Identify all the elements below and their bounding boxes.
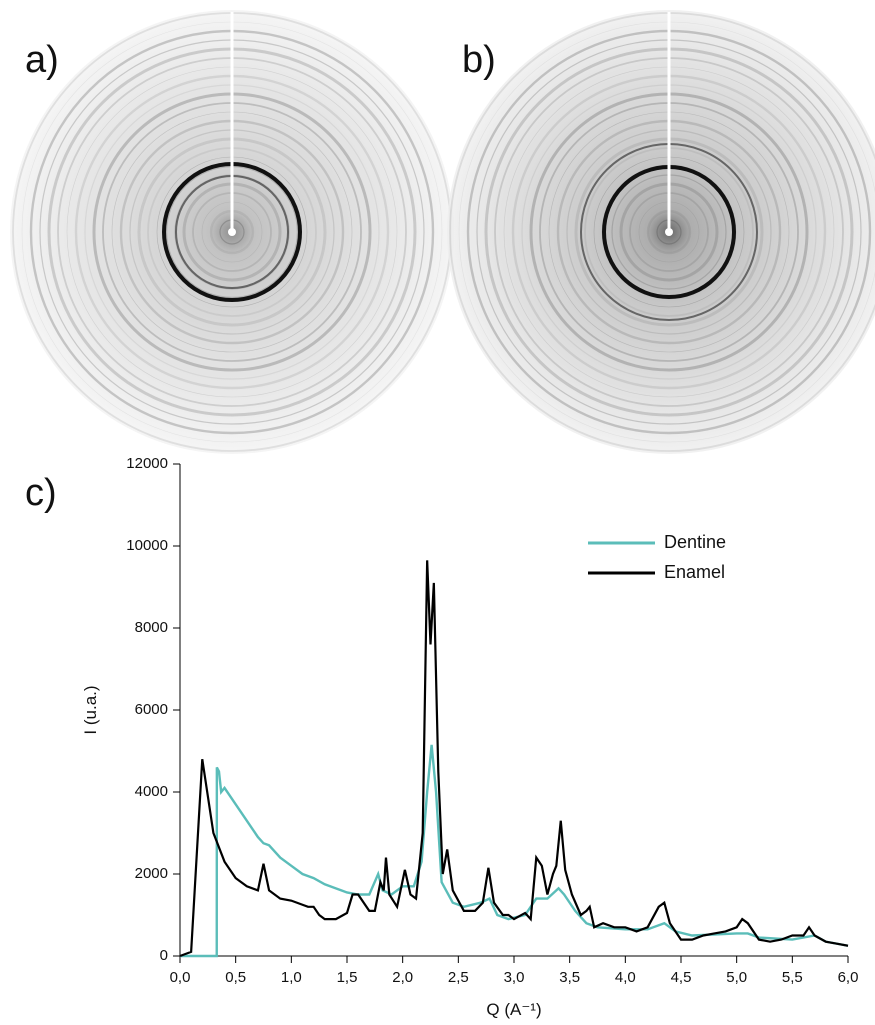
y-tick-label: 8000 — [135, 619, 168, 636]
x-tick-label: 4,5 — [671, 969, 692, 986]
line-series — [179, 560, 849, 958]
x-tick-label: 1,0 — [281, 969, 302, 986]
panel-label: b) — [462, 39, 496, 81]
plot: 0 2000 4000 6000 8000 10000 12000 0,0 0,5 1,0 1,5 2… — [81, 455, 858, 1019]
y-tick-label: 10000 — [126, 537, 168, 554]
panel-label: c) — [25, 472, 57, 514]
x-tick-label: 2,0 — [392, 969, 413, 986]
x-tick-label: 3,0 — [504, 969, 525, 986]
y-tick-label: 0 — [160, 947, 168, 964]
x-tick-label: 0,0 — [170, 969, 191, 986]
x-tick-label: 4,0 — [615, 969, 636, 986]
x-axis-title: Q (A⁻¹) — [486, 1000, 541, 1019]
line-series — [180, 744, 849, 958]
legend-label: Dentine — [664, 532, 726, 552]
x-tick-label: 6,0 — [838, 969, 859, 986]
x-tick-label: 2,5 — [448, 969, 469, 986]
y-axis-title: I (u.a.) — [81, 685, 100, 734]
detector — [447, 10, 875, 454]
x-tick-label: 3,5 — [559, 969, 580, 986]
diffraction-images — [10, 10, 875, 454]
x-tick-label: 5,5 — [782, 969, 803, 986]
x-tick-label: 0,5 — [225, 969, 246, 986]
center — [665, 228, 673, 236]
legend-label: Enamel — [664, 562, 725, 582]
y-tick-label: 2000 — [135, 865, 168, 882]
y-tick-label: 12000 — [126, 455, 168, 472]
center — [228, 228, 236, 236]
y-tick-label: 4000 — [135, 783, 168, 800]
x-tick-label: 5,0 — [726, 969, 747, 986]
panel-label: a) — [25, 39, 59, 81]
x-tick-label: 1,5 — [337, 969, 358, 986]
y-tick-label: 6000 — [135, 701, 168, 718]
